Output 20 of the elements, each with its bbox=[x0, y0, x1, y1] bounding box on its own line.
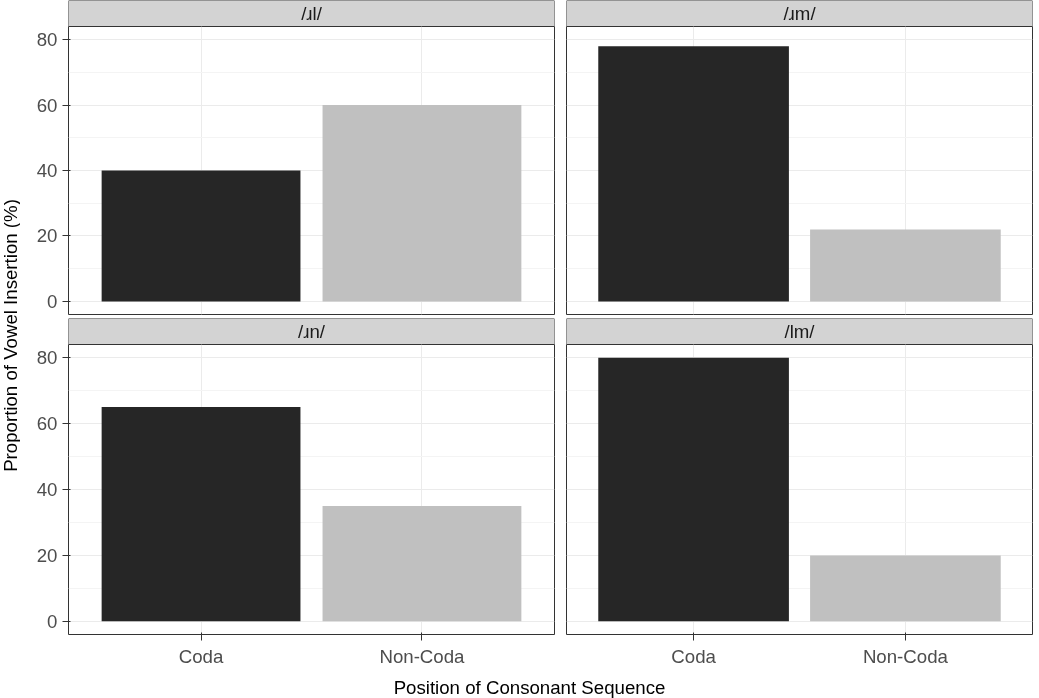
y-tick-label: 0 bbox=[47, 290, 58, 312]
chart-title: /lm/ bbox=[784, 321, 816, 342]
x-tick-label: Coda bbox=[178, 645, 224, 667]
y-tick-label: 40 bbox=[36, 479, 58, 500]
chart-title: /ɹl/ bbox=[301, 3, 323, 24]
x-tick-label: Non-Coda bbox=[862, 645, 949, 667]
y-tick-label: 20 bbox=[36, 225, 58, 247]
y-tick-label: 60 bbox=[36, 94, 58, 116]
y-tick-label: 20 bbox=[36, 544, 58, 566]
y-tick-label: 60 bbox=[36, 413, 58, 435]
y-tick-label: 80 bbox=[36, 29, 58, 51]
y-tick-label: 80 bbox=[36, 347, 58, 369]
y-tick-label: 0 bbox=[47, 610, 58, 632]
chart-title: /ɹm/ bbox=[783, 3, 817, 24]
x-tick-label: Coda bbox=[671, 645, 717, 667]
x-tick-label: Non-Coda bbox=[379, 645, 466, 667]
y-axis-title: Proportion of Vowel Insertion (%) bbox=[0, 199, 21, 472]
chart-title: /ɹn/ bbox=[298, 321, 326, 342]
y-tick-label: 40 bbox=[36, 160, 58, 181]
x-axis-title: Position of Consonant Sequence bbox=[393, 677, 666, 698]
